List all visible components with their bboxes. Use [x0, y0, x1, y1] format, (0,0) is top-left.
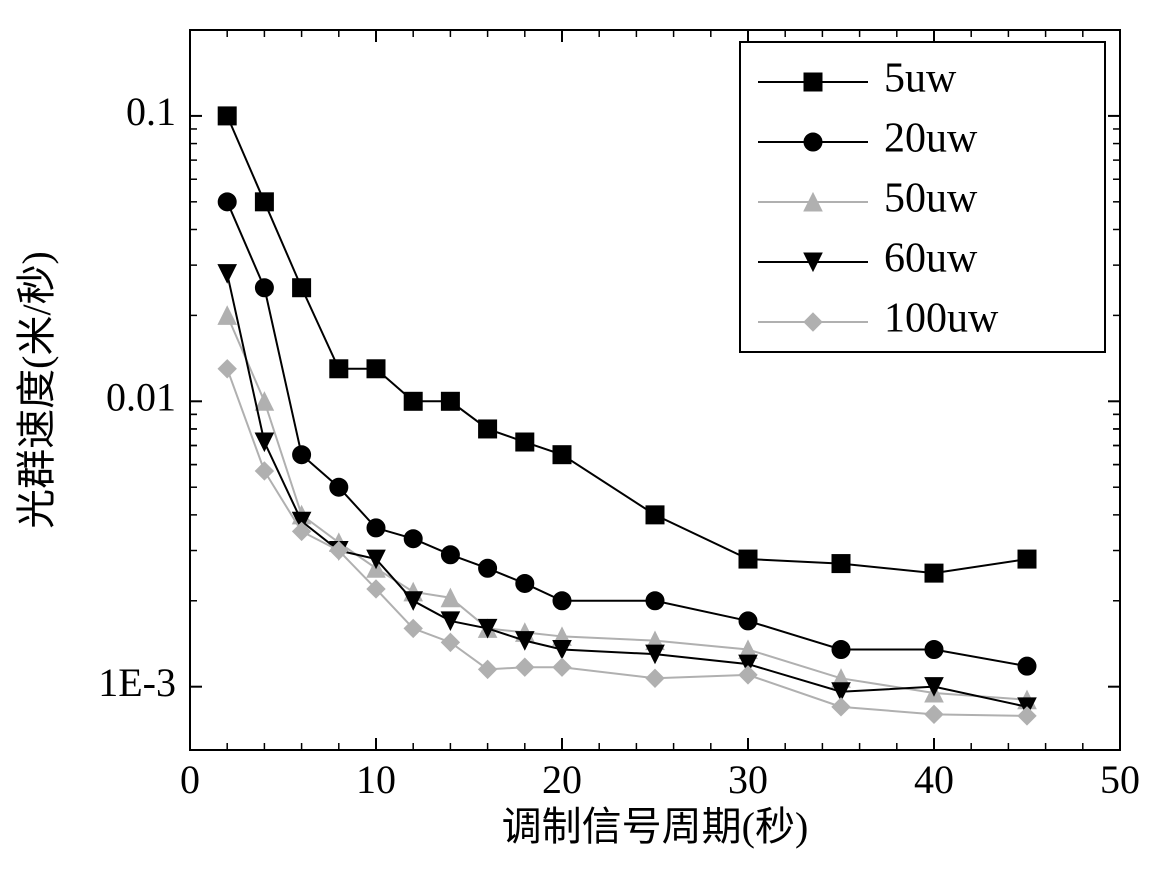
svg-text:60uw: 60uw — [884, 236, 978, 282]
svg-text:20: 20 — [542, 757, 582, 802]
chart-container: 0 10 20 30 40 50 1E-3 0.01 0.1 调制信号周期(秒) 光群速度(米/秒)… — [0, 0, 1169, 884]
svg-text:50: 50 — [1100, 757, 1140, 802]
svg-text:40: 40 — [914, 757, 954, 802]
chart-svg: 0 10 20 30 40 50 1E-3 0.01 0.1 调制信号周期(秒) 光群速度(米/秒)… — [0, 0, 1169, 884]
svg-text:0.01: 0.01 — [106, 374, 176, 419]
svg-text:光群速度(米/秒): 光群速度(米/秒) — [14, 251, 59, 529]
svg-text:调制信号周期(秒): 调制信号周期(秒) — [502, 804, 809, 849]
svg-text:5uw: 5uw — [884, 56, 957, 102]
svg-text:0: 0 — [180, 757, 200, 802]
svg-text:0.1: 0.1 — [126, 89, 176, 134]
legend: 5uw 20uw 50uw 60uw 100uw — [740, 42, 1105, 352]
svg-text:1E-3: 1E-3 — [98, 660, 176, 705]
svg-text:10: 10 — [356, 757, 396, 802]
svg-text:50uw: 50uw — [884, 176, 978, 222]
svg-text:30: 30 — [728, 757, 768, 802]
svg-text:100uw: 100uw — [884, 296, 999, 342]
svg-text:20uw: 20uw — [884, 116, 978, 162]
